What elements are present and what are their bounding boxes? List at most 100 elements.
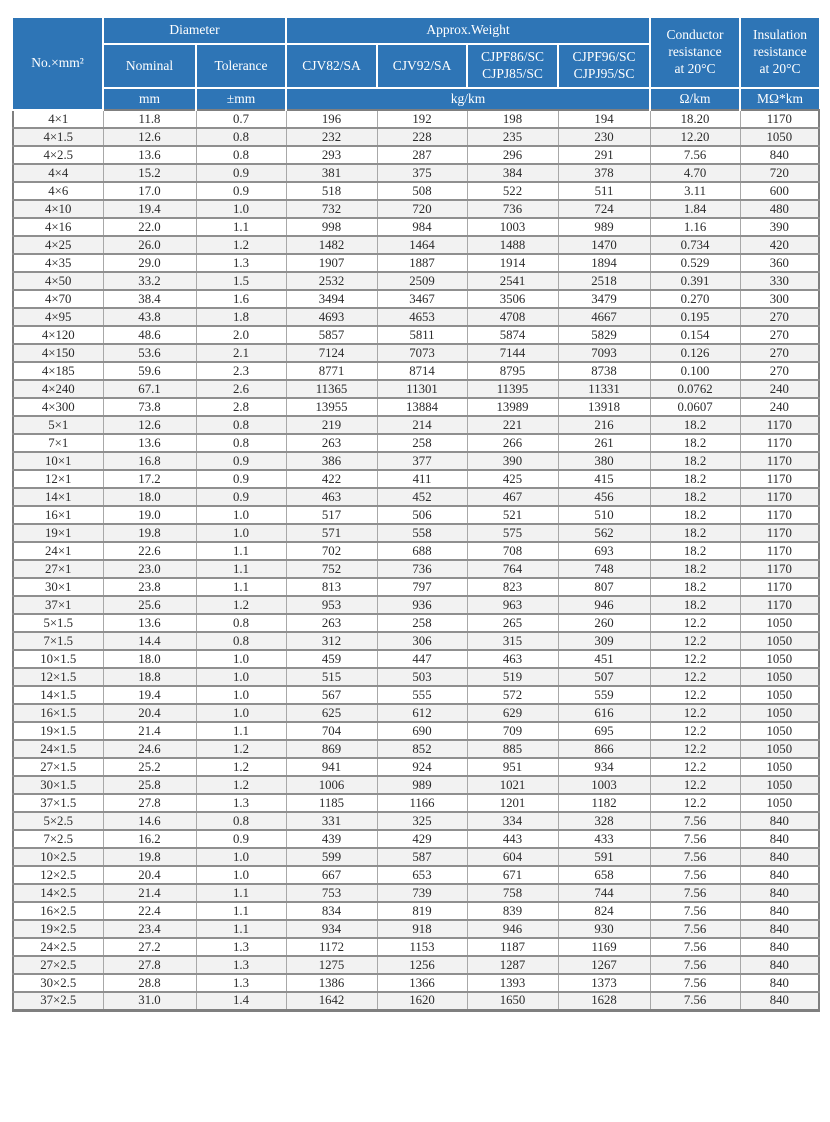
- cell-size: 4×16: [12, 217, 104, 237]
- cell-tolerance: 0.9: [195, 469, 287, 489]
- cell-size: 7×1: [12, 433, 104, 453]
- cell-weight-cjpf86-sc-cjpj85-sc: 1187: [466, 937, 559, 957]
- cell-weight-cjv82-sa: 1642: [285, 991, 378, 1012]
- table-row: 4×95 43.8 1.8 4693 4653 4708 4667 0.195 270: [12, 307, 821, 327]
- cell-tolerance: 1.0: [195, 667, 287, 687]
- cell-conductor-resistance: 7.56: [649, 901, 741, 921]
- cell-conductor-resistance: 12.2: [649, 721, 741, 741]
- cell-insulation-resistance: 1050: [739, 793, 821, 813]
- cell-weight-cjv82-sa: 953: [285, 595, 378, 615]
- cell-weight-cjv82-sa: 941: [285, 757, 378, 777]
- table-row: 4×300 73.8 2.8 13955 13884 13989 13918 0.0607 24…: [12, 397, 821, 417]
- cell-conductor-resistance: 0.529: [649, 253, 741, 273]
- cell-tolerance: 1.0: [195, 199, 287, 219]
- cell-weight-cjv92-sa: 1887: [376, 253, 468, 273]
- table-row: 4×240 67.1 2.6 11365 11301 11395 11331 0.0762 24…: [12, 379, 821, 399]
- cell-weight-cjpf96-sc-cjpj95-sc: 559: [557, 685, 651, 705]
- cell-weight-cjv82-sa: 571: [285, 523, 378, 543]
- table-row: 12×1.5 18.8 1.0 515 503 519 507 12.2 1050: [12, 667, 821, 687]
- cell-nominal-diameter: 18.8: [102, 667, 197, 687]
- cell-nominal-diameter: 27.8: [102, 955, 197, 975]
- unit-ohm-per-km: Ω/km: [649, 87, 742, 110]
- cell-weight-cjpf86-sc-cjpj85-sc: 4708: [466, 307, 559, 327]
- cell-size: 7×1.5: [12, 631, 104, 651]
- cell-weight-cjpf86-sc-cjpj85-sc: 736: [466, 199, 559, 219]
- cell-weight-cjpf86-sc-cjpj85-sc: 1003: [466, 217, 559, 237]
- cell-insulation-resistance: 1050: [739, 127, 821, 147]
- cell-weight-cjv92-sa: 13884: [376, 397, 468, 417]
- cell-weight-cjv92-sa: 503: [376, 667, 468, 687]
- cell-insulation-resistance: 1050: [739, 703, 821, 723]
- cell-weight-cjv92-sa: 688: [376, 541, 468, 561]
- cell-tolerance: 1.0: [195, 847, 287, 867]
- cell-weight-cjv92-sa: 452: [376, 487, 468, 507]
- table-row: 5×2.5 14.6 0.8 331 325 334 328 7.56 840: [12, 811, 821, 831]
- cell-weight-cjv92-sa: 797: [376, 577, 468, 597]
- cell-nominal-diameter: 27.2: [102, 937, 197, 957]
- cell-insulation-resistance: 1050: [739, 613, 821, 633]
- cell-insulation-resistance: 480: [739, 199, 821, 219]
- cell-size: 4×300: [12, 397, 104, 417]
- cell-weight-cjpf96-sc-cjpj95-sc: 695: [557, 721, 651, 741]
- cell-tolerance: 1.0: [195, 505, 287, 525]
- cell-conductor-resistance: 7.56: [649, 847, 741, 867]
- cell-weight-cjpf96-sc-cjpj95-sc: 451: [557, 649, 651, 669]
- table-row: 14×1.5 19.4 1.0 567 555 572 559 12.2 1050: [12, 685, 821, 705]
- header-approx-weight: Approx.Weight: [285, 18, 652, 45]
- cell-conductor-resistance: 12.2: [649, 649, 741, 669]
- cell-weight-cjv92-sa: 411: [376, 469, 468, 489]
- cell-weight-cjpf96-sc-cjpj95-sc: 11331: [557, 379, 651, 399]
- cell-tolerance: 1.5: [195, 271, 287, 291]
- cell-insulation-resistance: 1170: [739, 541, 821, 561]
- cell-tolerance: 1.2: [195, 739, 287, 759]
- cell-tolerance: 1.4: [195, 991, 287, 1012]
- cell-insulation-resistance: 840: [739, 991, 821, 1012]
- cell-tolerance: 1.0: [195, 703, 287, 723]
- cell-size: 10×1: [12, 451, 104, 471]
- cell-insulation-resistance: 240: [739, 397, 821, 417]
- cell-nominal-diameter: 25.6: [102, 595, 197, 615]
- cell-weight-cjv92-sa: 1256: [376, 955, 468, 975]
- cell-nominal-diameter: 53.6: [102, 343, 197, 363]
- cell-nominal-diameter: 17.0: [102, 181, 197, 201]
- cell-tolerance: 1.0: [195, 685, 287, 705]
- cell-conductor-resistance: 7.56: [649, 883, 741, 903]
- table-row: 4×6 17.0 0.9 518 508 522 511 3.11 600: [12, 181, 821, 201]
- unit-megaohm-km: MΩ*km: [739, 87, 820, 110]
- cell-nominal-diameter: 14.6: [102, 811, 197, 831]
- cell-size: 30×1: [12, 577, 104, 597]
- cell-weight-cjv82-sa: 753: [285, 883, 378, 903]
- cell-conductor-resistance: 3.11: [649, 181, 741, 201]
- cell-nominal-diameter: 15.2: [102, 163, 197, 183]
- cell-weight-cjv82-sa: 702: [285, 541, 378, 561]
- cell-tolerance: 0.9: [195, 181, 287, 201]
- cell-tolerance: 1.3: [195, 253, 287, 273]
- cell-insulation-resistance: 840: [739, 883, 821, 903]
- cell-weight-cjv92-sa: 214: [376, 415, 468, 435]
- cell-weight-cjpf86-sc-cjpj85-sc: 334: [466, 811, 559, 831]
- table-row: 37×2.5 31.0 1.4 1642 1620 1650 1628 7.56 840: [12, 991, 821, 1012]
- cell-weight-cjpf96-sc-cjpj95-sc: 8738: [557, 361, 651, 381]
- cell-tolerance: 1.1: [195, 541, 287, 561]
- cell-weight-cjv82-sa: 517: [285, 505, 378, 525]
- cell-weight-cjv92-sa: 306: [376, 631, 468, 651]
- cell-nominal-diameter: 20.4: [102, 703, 197, 723]
- cell-size: 5×2.5: [12, 811, 104, 831]
- cell-weight-cjpf96-sc-cjpj95-sc: 13918: [557, 397, 651, 417]
- cell-weight-cjv92-sa: 989: [376, 775, 468, 795]
- cell-conductor-resistance: 0.0762: [649, 379, 741, 399]
- cell-tolerance: 1.1: [195, 577, 287, 597]
- cell-nominal-diameter: 22.4: [102, 901, 197, 921]
- cell-size: 30×1.5: [12, 775, 104, 795]
- table-row: 4×10 19.4 1.0 732 720 736 724 1.84 480: [12, 199, 821, 219]
- cell-weight-cjpf96-sc-cjpj95-sc: 748: [557, 559, 651, 579]
- cell-tolerance: 2.3: [195, 361, 287, 381]
- cell-size: 10×2.5: [12, 847, 104, 867]
- cell-tolerance: 1.2: [195, 235, 287, 255]
- page: No.×mm² Diameter Approx.Weight Conductor…: [12, 18, 821, 1012]
- cell-insulation-resistance: 840: [739, 901, 821, 921]
- cell-weight-cjpf86-sc-cjpj85-sc: 1021: [466, 775, 559, 795]
- cell-weight-cjv82-sa: 5857: [285, 325, 378, 345]
- cell-conductor-resistance: 0.195: [649, 307, 741, 327]
- cell-weight-cjpf86-sc-cjpj85-sc: 1201: [466, 793, 559, 813]
